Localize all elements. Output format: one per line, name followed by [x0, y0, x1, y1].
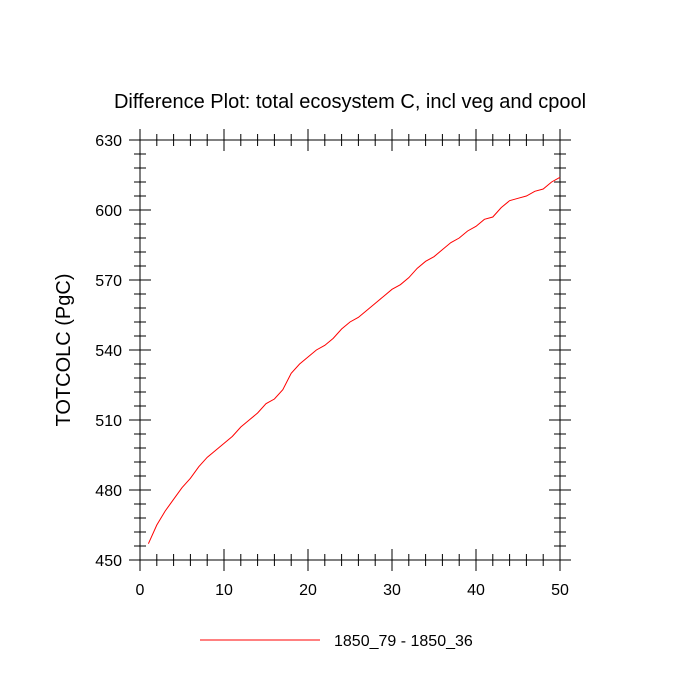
x-tick-label: 0 [136, 582, 145, 599]
axis-ticks [129, 129, 571, 571]
y-tick-label: 450 [95, 553, 122, 570]
x-tick-label: 50 [551, 582, 569, 599]
y-tick-label: 480 [95, 483, 122, 500]
plot-frame [139, 139, 561, 561]
y-tick-label: 630 [95, 133, 122, 150]
legend: 1850_79 - 1850_36 [200, 633, 473, 650]
axis-tick-labels: 0 10 20 30 40 50 450 480 510 540 570 600 630 [95, 133, 569, 599]
y-axis-title: TOTCOLC (PgC) [53, 274, 75, 427]
chart-title: Difference Plot: total ecosystem C, incl… [114, 91, 586, 113]
y-tick-label: 510 [95, 413, 122, 430]
x-tick-label: 30 [383, 582, 401, 599]
series-layer [147, 176, 561, 544]
legend-label: 1850_79 - 1850_36 [334, 633, 473, 650]
x-tick-label: 10 [215, 582, 233, 599]
x-tick-label: 20 [299, 582, 317, 599]
y-tick-label: 600 [95, 203, 122, 220]
y-tick-label: 540 [95, 343, 122, 360]
y-tick-label: 570 [95, 273, 122, 290]
series-line [147, 176, 561, 544]
x-tick-label: 40 [467, 582, 485, 599]
